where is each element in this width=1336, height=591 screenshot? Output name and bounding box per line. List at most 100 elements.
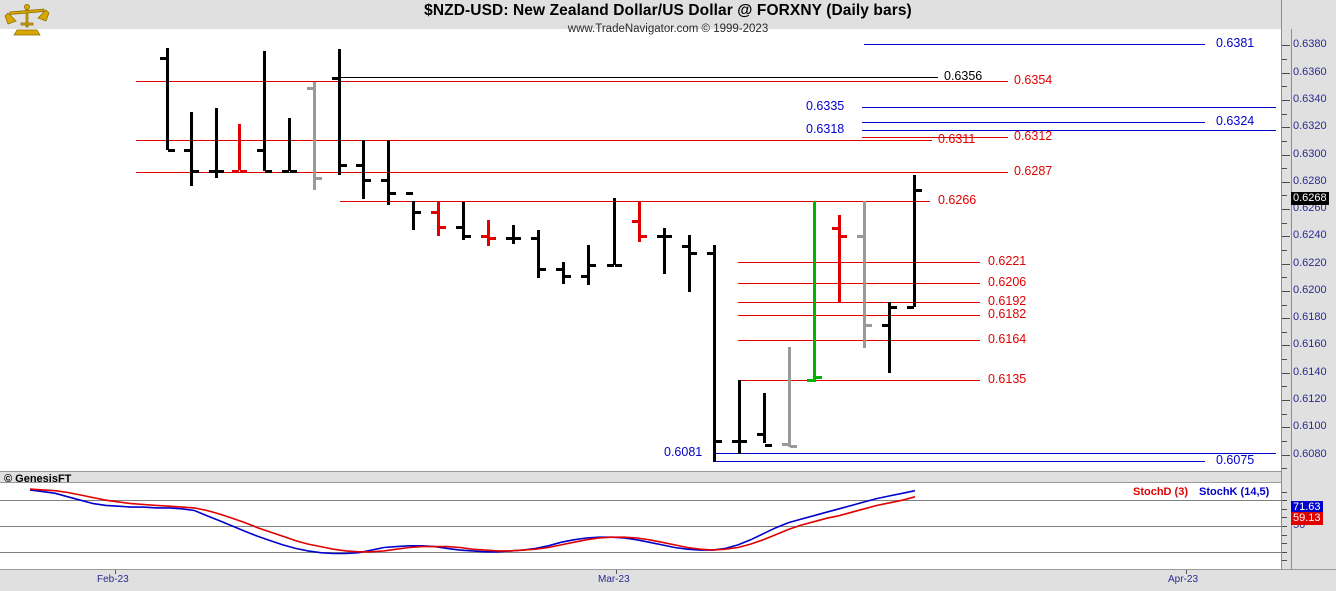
ohlc-bar[interactable] [788,347,791,447]
price-level-label[interactable]: 0.6318 [806,122,845,136]
price-level-label[interactable]: 0.6135 [988,372,1027,386]
axis-tick-major [1282,100,1290,101]
price-level-label[interactable]: 0.6206 [988,275,1027,289]
ohlc-bar[interactable] [338,49,341,175]
current-price-tag[interactable]: 0.6268 [1291,192,1329,205]
page-title: $NZD-USD: New Zealand Dollar/US Dollar @… [424,2,912,19]
ohlc-bar[interactable] [587,245,590,285]
ohlc-bar[interactable] [613,198,616,265]
price-level-line[interactable] [864,44,1205,45]
axis-price-label: 0.6140 [1293,366,1327,378]
price-level-label[interactable]: 0.6287 [1014,164,1053,178]
price-level-label[interactable]: 0.6356 [944,69,983,83]
ohlc-bar[interactable] [238,124,241,170]
stoch-axis-tick [1282,551,1287,553]
axis-tick-minor [1282,305,1287,306]
time-axis[interactable]: Feb-23 Mar-23 Apr-23 [0,569,1336,591]
ohlc-bar[interactable] [562,262,565,284]
stoch-axis-tick [1282,500,1287,502]
ohlc-bar[interactable] [190,112,193,186]
price-level-line[interactable] [862,107,1276,108]
price-level-label[interactable]: 0.6324 [1216,114,1255,128]
chart-subtitle: www.TradeNavigator.com © 1999-2023 [567,23,769,35]
price-level-line[interactable] [714,453,1276,454]
ohlc-bar[interactable] [462,202,465,240]
ohlc-bar[interactable] [412,201,415,230]
price-level-line[interactable] [862,130,1276,131]
price-level-label[interactable]: 0.6335 [806,99,845,113]
ohlc-open-tick [456,226,463,229]
price-level-line[interactable] [738,340,980,341]
price-level-line[interactable] [136,81,1008,82]
price-level-line[interactable] [738,302,980,303]
ohlc-bar[interactable] [688,235,691,292]
price-level-label[interactable]: 0.6081 [664,445,703,459]
axis-tick-minor [1282,195,1287,196]
price-level-line[interactable] [862,137,1008,138]
stoch-d-value-tag[interactable]: 59.13 [1291,512,1323,526]
price-level-line[interactable] [738,283,980,284]
price-level-label[interactable]: 0.6182 [988,307,1027,321]
ohlc-bar[interactable] [813,201,816,382]
ohlc-bar[interactable] [738,380,741,454]
price-level-label[interactable]: 0.6266 [938,193,977,207]
stoch-axis-tick [1282,491,1287,493]
ohlc-bar[interactable] [512,225,515,244]
price-level-label[interactable]: 0.6164 [988,332,1027,346]
price-level-label[interactable]: 0.6221 [988,254,1027,268]
price-chart-pane[interactable]: 0.6381 0.6356 0.6354 0.6335 0.6324 0.6318 0.63… [0,29,1281,471]
price-level-label[interactable]: 0.6381 [1216,36,1255,50]
stoch-axis-tick [1282,534,1287,536]
stochastic-pane[interactable] [0,483,1281,569]
price-level-line[interactable] [136,140,932,141]
ohlc-bar[interactable] [638,201,641,242]
ohlc-bar[interactable] [663,228,666,274]
ohlc-bar[interactable] [362,140,365,199]
ohlc-close-tick [915,189,922,192]
price-level-line[interactable] [862,122,1205,123]
ohlc-bar[interactable] [263,51,266,171]
ohlc-bar[interactable] [437,201,440,236]
ohlc-close-tick [364,179,371,182]
ohlc-bar[interactable] [537,230,540,278]
ohlc-bar[interactable] [215,108,218,178]
axis-tick-minor [1282,332,1287,333]
axis-price-label: 0.6220 [1293,257,1327,269]
stoch-legend-item[interactable]: StochD (3) [1133,486,1188,498]
stoch-series-line[interactable] [29,488,916,553]
price-level-line[interactable] [714,461,1205,462]
price-level-line[interactable] [335,77,938,78]
price-level-line[interactable] [738,262,980,263]
ohlc-open-tick [682,245,689,248]
stoch-series-line[interactable] [29,489,916,555]
stoch-k-value-tag[interactable]: 71.63 [1291,501,1323,515]
ohlc-bar[interactable] [913,175,916,307]
stoch-axis-tick [1282,517,1287,519]
ohlc-bar[interactable] [166,48,169,150]
ohlc-bar[interactable] [763,393,766,443]
ohlc-bar[interactable] [387,140,390,205]
price-level-line[interactable] [340,201,930,202]
stoch-legend-item[interactable]: StochK (14,5) [1199,486,1270,498]
price-level-label[interactable]: 0.6354 [1014,73,1053,87]
ohlc-close-tick [315,177,322,180]
ohlc-bar[interactable] [288,118,291,171]
axis-price-label: 0.6100 [1293,420,1327,432]
ohlc-bar[interactable] [863,201,866,348]
ohlc-bar[interactable] [487,220,490,246]
price-level-line[interactable] [738,315,980,316]
price-axis[interactable]: 0.6380 0.6360 0.6340 0.6320 0.6300 0.6280 0.62… [1281,0,1336,591]
ohlc-bar[interactable] [313,82,316,190]
price-level-label[interactable]: 0.6311 [938,132,976,146]
ohlc-bar[interactable] [838,215,841,302]
price-level-label[interactable]: 0.6075 [1216,453,1255,467]
ohlc-open-tick [332,77,339,80]
ohlc-bar[interactable] [888,302,891,373]
ohlc-close-tick [564,275,571,278]
price-level-line[interactable] [136,172,1008,173]
price-level-line[interactable] [738,380,980,381]
price-level-label[interactable]: 0.6312 [1014,129,1053,143]
price-level-label[interactable]: 0.6192 [988,294,1027,308]
ohlc-bar[interactable] [713,245,716,462]
